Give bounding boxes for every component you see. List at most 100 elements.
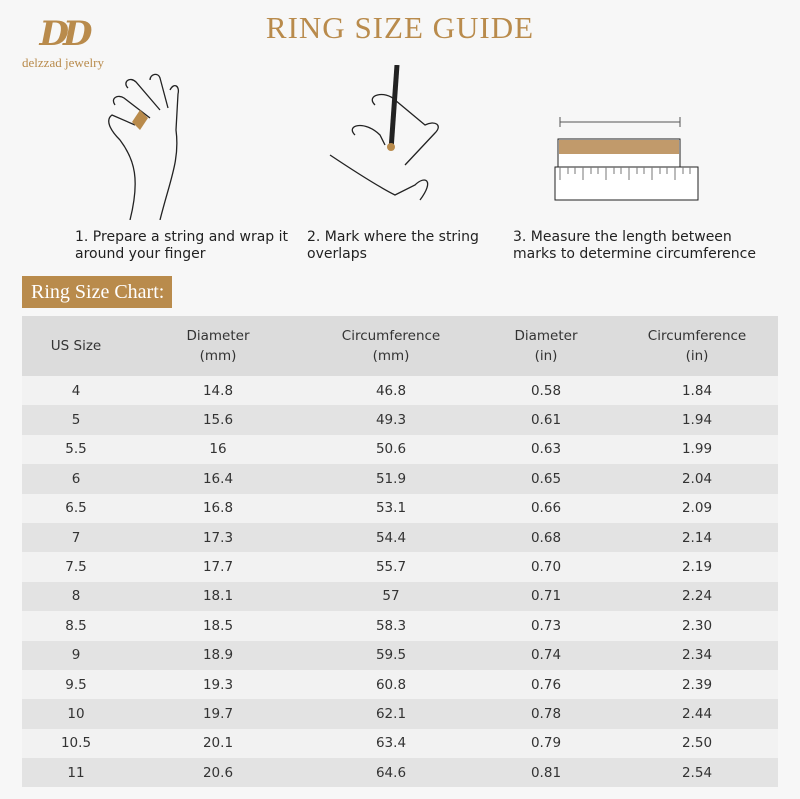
table-row: 10 19.7 62.1 0.78 2.44 <box>22 699 778 729</box>
table-cell: 18.9 <box>130 640 306 670</box>
table-cell: 1.94 <box>616 405 778 435</box>
column-header-line: Circumference <box>647 328 747 344</box>
table-cell: 2.50 <box>616 728 778 759</box>
table-cell: 20.1 <box>130 728 306 759</box>
table-cell: 0.76 <box>476 669 616 700</box>
column-header-line: (in) <box>685 348 709 364</box>
column-header-line: (in) <box>534 348 558 364</box>
table-cell: 58.3 <box>306 611 476 641</box>
column-header: US Size <box>22 316 130 376</box>
table-row: 8.5 18.5 58.3 0.73 2.30 <box>22 611 778 641</box>
table-cell: 7 <box>22 522 130 553</box>
table-cell: 2.39 <box>616 669 778 700</box>
table-cell: 0.70 <box>476 552 616 582</box>
table-cell: 0.61 <box>476 405 616 435</box>
table-row: 9.5 19.3 60.8 0.76 2.39 <box>22 669 778 700</box>
table-row: 8 18.1 57 0.71 2.24 <box>22 581 778 612</box>
table-cell: 2.09 <box>616 493 778 523</box>
ruler-icon <box>554 117 699 201</box>
table-row: 4 14.8 46.8 0.58 1.84 <box>22 376 778 406</box>
table-cell: 0.71 <box>476 581 616 612</box>
column-header: Diameter (in) <box>476 316 616 376</box>
table-cell: 53.1 <box>306 493 476 523</box>
table-row: 9 18.9 59.5 0.74 2.34 <box>22 640 778 670</box>
column-header-line: Diameter <box>514 328 578 344</box>
table-cell: 16.8 <box>130 493 306 523</box>
table-cell: 2.24 <box>616 581 778 612</box>
table-cell: 2.14 <box>616 522 778 553</box>
table-cell: 49.3 <box>306 405 476 435</box>
table-row: 5 15.6 49.3 0.61 1.94 <box>22 405 778 435</box>
table-cell: 51.9 <box>306 464 476 494</box>
logo-monogram: DD <box>39 14 93 54</box>
column-header-line: US Size <box>50 338 102 354</box>
table-row: 7.5 17.7 55.7 0.70 2.19 <box>22 552 778 582</box>
column-header: Circumference (in) <box>616 316 778 376</box>
logo-brand-name: delzzad jewelry <box>22 55 104 70</box>
table-row: 6.5 16.8 53.1 0.66 2.09 <box>22 493 778 523</box>
table-cell: 8 <box>22 581 130 612</box>
table-cell: 54.4 <box>306 522 476 553</box>
table-cell: 20.6 <box>130 758 306 788</box>
table-cell: 14.8 <box>130 376 306 406</box>
table-cell: 19.7 <box>130 699 306 729</box>
table-cell: 18.5 <box>130 611 306 641</box>
table-cell: 0.81 <box>476 758 616 788</box>
table-cell: 10.5 <box>22 728 130 759</box>
table-cell: 5.5 <box>22 434 130 465</box>
table-cell: 16 <box>130 434 306 465</box>
table-cell: 2.34 <box>616 640 778 670</box>
step-3-text: 3. Measure the length between marks to d… <box>513 229 756 262</box>
table-cell: 6 <box>22 464 130 494</box>
step-2-text: 2. Mark where the string overlaps <box>307 229 479 262</box>
ring-size-table: US Size Diameter (mm) Circumference (mm) Diam… <box>22 316 778 788</box>
table-cell: 0.79 <box>476 728 616 759</box>
brand-logo: DD delzzad jewelry <box>18 12 108 70</box>
ring-size-chart-label: Ring Size Chart: <box>22 276 172 308</box>
table-cell: 50.6 <box>306 434 476 465</box>
table-cell: 0.78 <box>476 699 616 729</box>
table-cell: 8.5 <box>22 611 130 641</box>
table-cell: 2.44 <box>616 699 778 729</box>
table-cell: 0.68 <box>476 522 616 553</box>
table-cell: 0.65 <box>476 464 616 494</box>
table-cell: 5 <box>22 405 130 435</box>
table-cell: 64.6 <box>306 758 476 788</box>
table-cell: 16.4 <box>130 464 306 494</box>
table-cell: 60.8 <box>306 669 476 700</box>
table-cell: 2.04 <box>616 464 778 494</box>
table-header-row: US Size Diameter (mm) Circumference (mm) Diam… <box>22 316 778 376</box>
table-row: 10.5 20.1 63.4 0.79 2.50 <box>22 728 778 759</box>
table-row: 6 16.4 51.9 0.65 2.04 <box>22 464 778 494</box>
table-cell: 2.54 <box>616 758 778 788</box>
table-row: 5.5 16 50.6 0.63 1.99 <box>22 434 778 465</box>
table-cell: 4 <box>22 376 130 406</box>
table-cell: 0.63 <box>476 434 616 465</box>
table-cell: 1.84 <box>616 376 778 406</box>
table-cell: 62.1 <box>306 699 476 729</box>
column-header-line: Diameter <box>186 328 250 344</box>
table-cell: 9.5 <box>22 669 130 700</box>
table-cell: 2.19 <box>616 552 778 582</box>
table-cell: 7.5 <box>22 552 130 582</box>
table-cell: 0.58 <box>476 376 616 406</box>
table-cell: 15.6 <box>130 405 306 435</box>
table-cell: 55.7 <box>306 552 476 582</box>
table-cell: 17.3 <box>130 522 306 553</box>
table-cell: 0.73 <box>476 611 616 641</box>
hand-wrap-icon <box>108 73 180 220</box>
table-cell: 0.74 <box>476 640 616 670</box>
table-cell: 9 <box>22 640 130 670</box>
step-1-text: 1. Prepare a string and wrap it around y… <box>75 229 289 262</box>
table-cell: 0.66 <box>476 493 616 523</box>
page-title: RING SIZE GUIDE <box>265 10 535 45</box>
table-cell: 19.3 <box>130 669 306 700</box>
table-cell: 11 <box>22 758 130 788</box>
column-header-line: (mm) <box>199 348 237 364</box>
hand-mark-icon <box>329 65 439 201</box>
column-header: Diameter (mm) <box>130 316 306 376</box>
column-header-line: Circumference <box>341 328 441 344</box>
table-cell: 17.7 <box>130 552 306 582</box>
column-header-line: (mm) <box>372 348 410 364</box>
table-cell: 18.1 <box>130 581 306 612</box>
